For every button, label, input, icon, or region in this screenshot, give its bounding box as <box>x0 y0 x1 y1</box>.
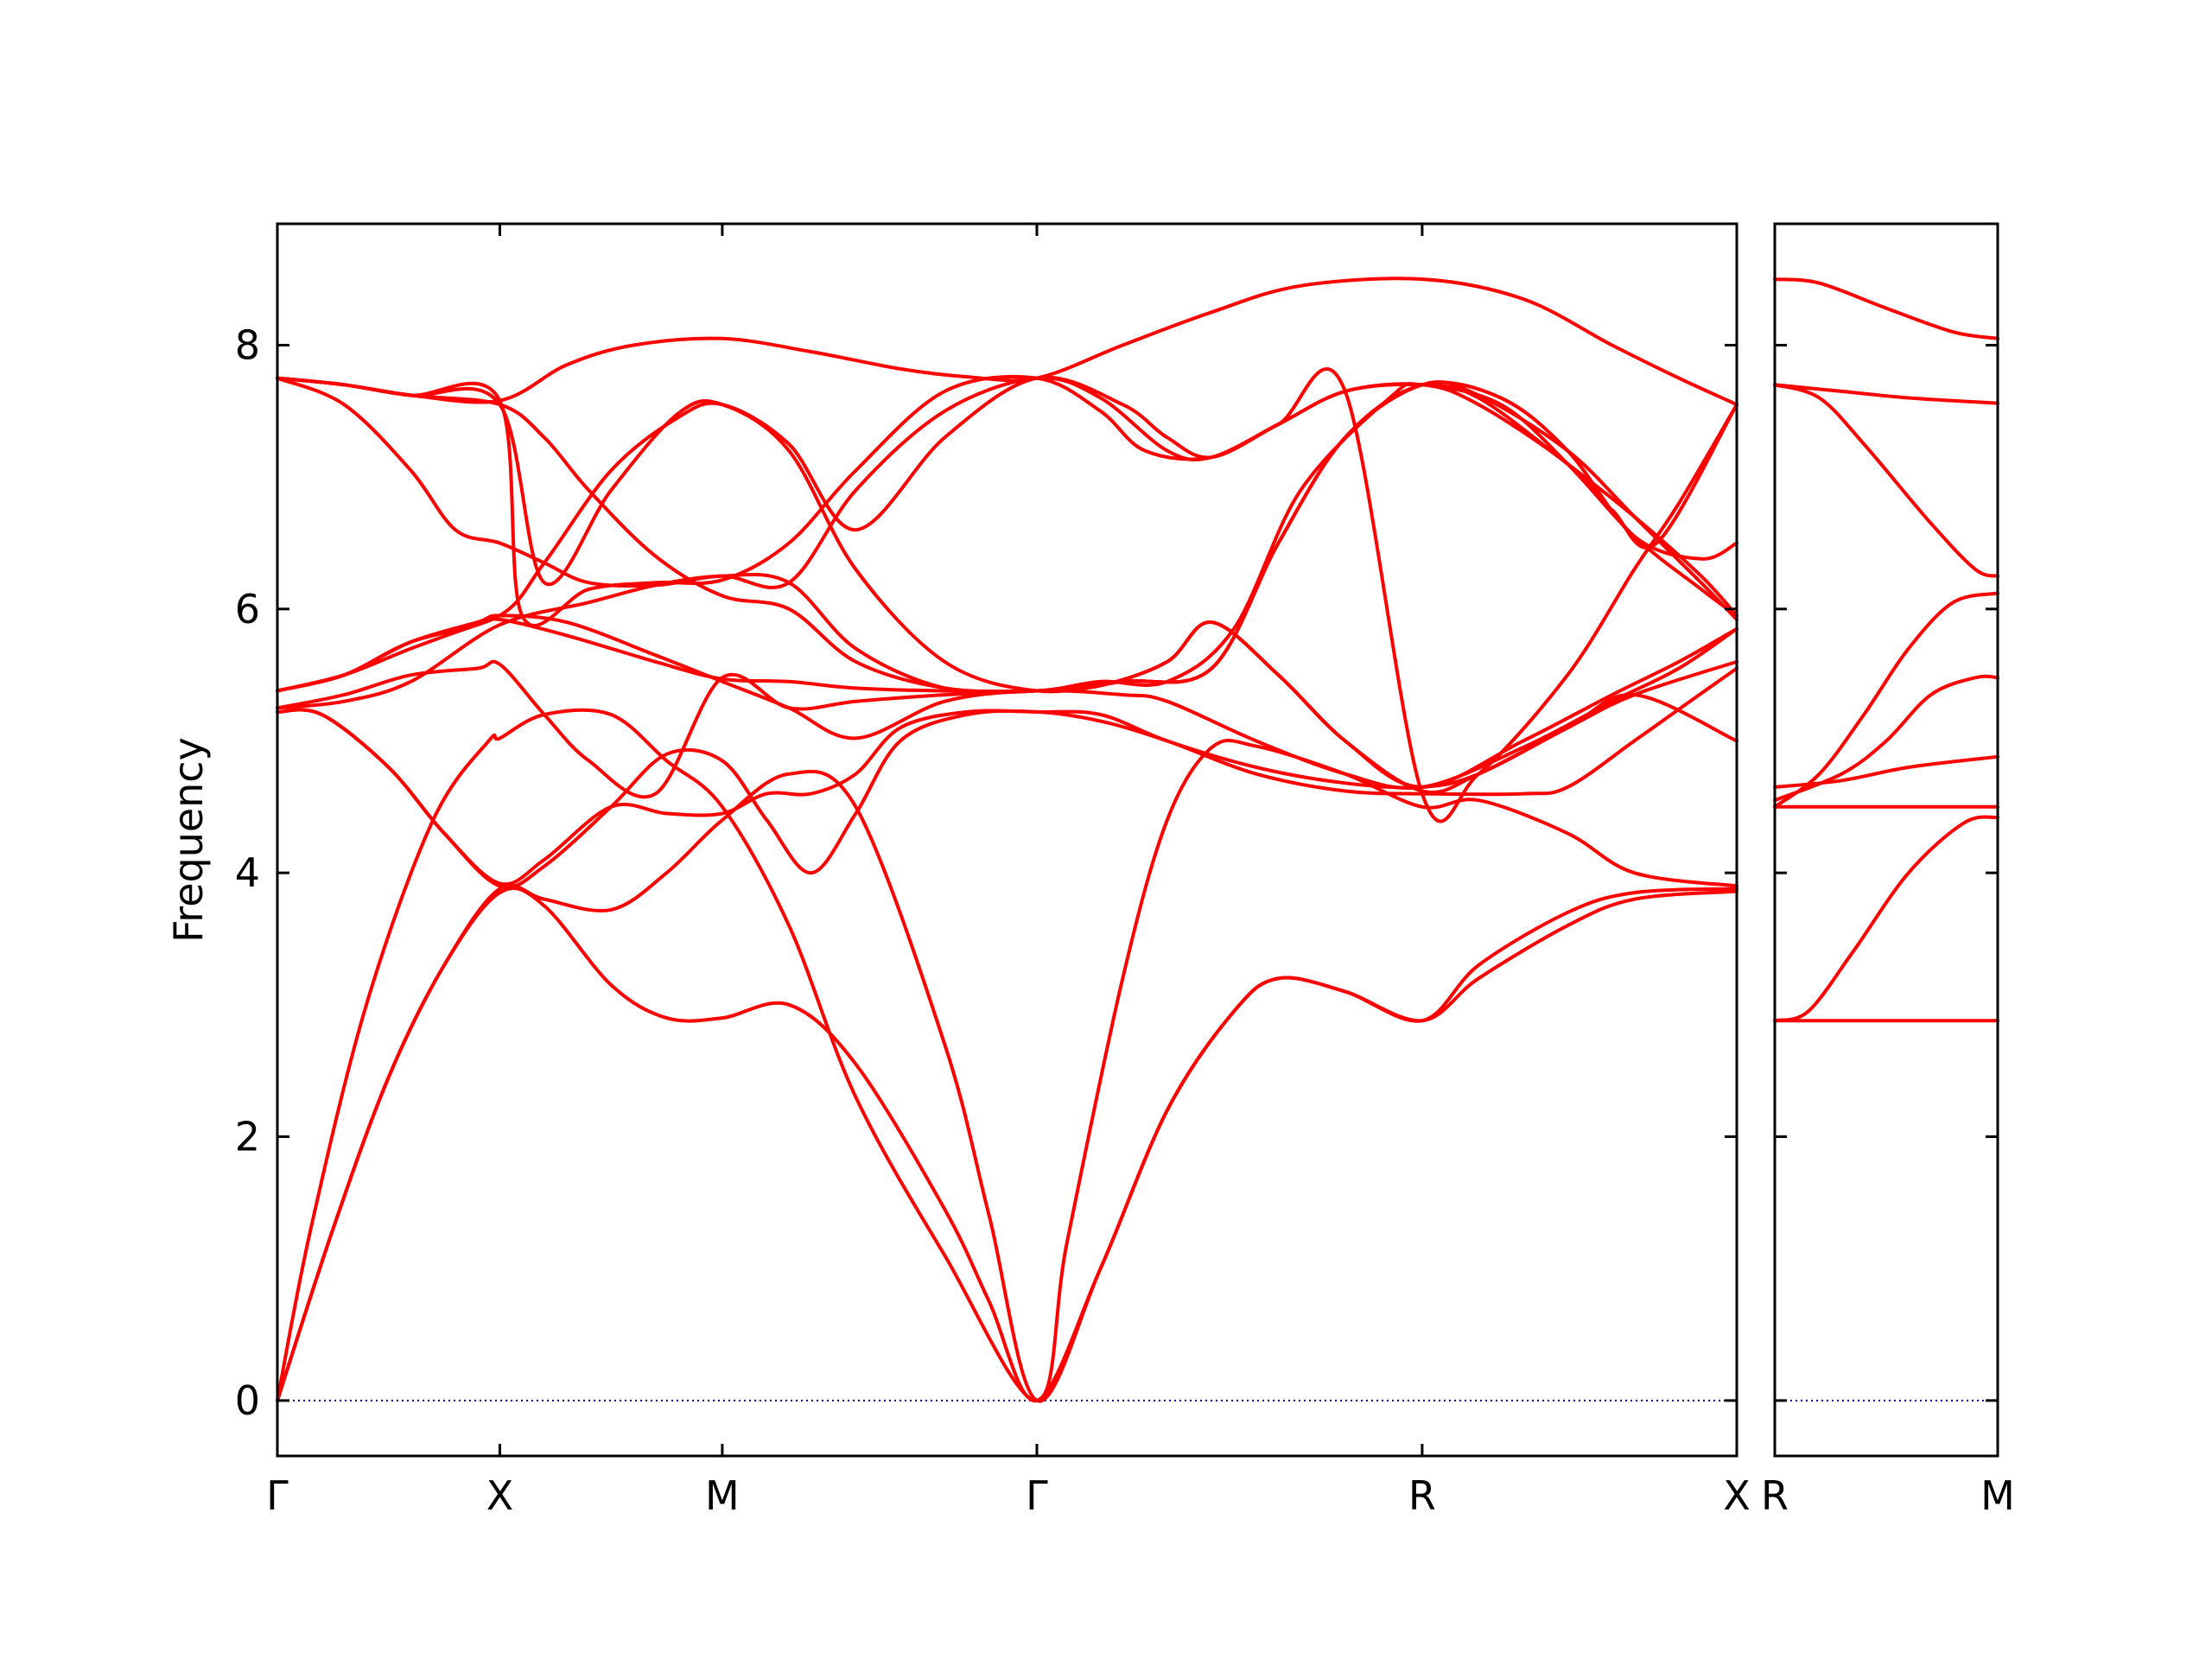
band-line <box>1773 754 1999 789</box>
band-line <box>1773 383 1999 578</box>
x-tick-label: R <box>1761 1472 1789 1519</box>
band-line <box>276 613 1738 791</box>
x-tick-label: R <box>1408 1472 1436 1519</box>
band-line <box>276 376 1738 694</box>
band-line <box>276 375 1738 693</box>
x-tick-label: X <box>486 1472 514 1519</box>
y-tick-label: 2 <box>235 1114 260 1160</box>
band-line <box>276 367 1738 823</box>
x-tick-label: X <box>1723 1472 1751 1519</box>
y-tick-label: 6 <box>235 586 260 632</box>
x-tick-label: Γ <box>1026 1472 1048 1519</box>
band-line <box>1773 815 1999 1023</box>
panel-right-frame <box>1773 222 1999 1458</box>
band-line <box>1773 591 1999 809</box>
y-tick-label: 4 <box>235 849 260 896</box>
band-line <box>276 276 1738 407</box>
band-line <box>1773 674 1999 803</box>
panel-main: 0 2 4 6 8 Γ X M Γ R X <box>235 222 1751 1519</box>
band-line <box>1773 383 1999 405</box>
x-tick-label: M <box>1980 1472 2015 1519</box>
band-line <box>276 666 1738 889</box>
band-line <box>276 617 1738 789</box>
y-axis-label: Frequency <box>165 737 212 943</box>
x-tick-label: Γ <box>266 1472 289 1519</box>
y-tick-label: 8 <box>235 321 260 368</box>
band-line <box>1773 277 1999 340</box>
band-line <box>276 620 1738 799</box>
x-tick-label: M <box>705 1472 740 1519</box>
band-line <box>276 886 1738 1402</box>
band-line <box>276 769 1738 1403</box>
panel-main-frame <box>276 222 1738 1458</box>
y-tick-label: 0 <box>235 1377 260 1424</box>
band-line <box>276 693 1738 887</box>
